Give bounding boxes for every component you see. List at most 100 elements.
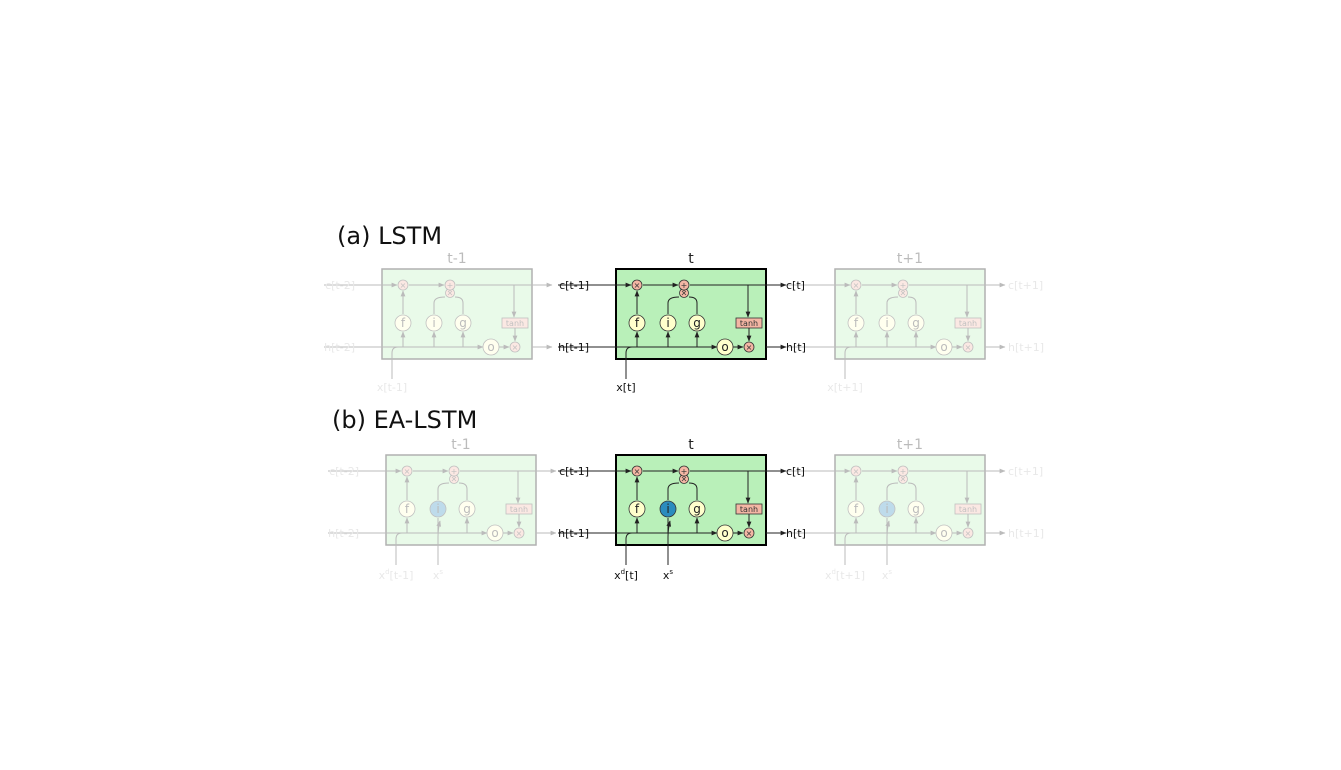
multiply-symbol: × xyxy=(900,475,907,484)
connector xyxy=(458,482,468,500)
connector xyxy=(688,482,698,500)
input-static-label: xs xyxy=(882,568,893,582)
cell-ea-t: t×tanh× +×f i goc[t-1]h[t-1]c[t]h[t]xd[t] xs xyxy=(558,437,806,582)
forget-gate xyxy=(628,500,646,518)
connector xyxy=(667,296,680,314)
cell-input-gate-label: g xyxy=(459,316,467,330)
hidden-state-out-label: h[t+1] xyxy=(1008,341,1044,354)
step-label: t-1 xyxy=(451,437,470,453)
connector xyxy=(886,296,899,314)
multiply-symbol: × xyxy=(681,475,688,484)
output-multiply-op xyxy=(743,341,755,353)
connector xyxy=(454,296,464,314)
hidden-state-in-label: h[t-2] xyxy=(328,527,359,540)
output-gate xyxy=(935,524,953,542)
output-multiply-op xyxy=(509,341,521,353)
cell-ea-t-1: t-1×tanh× +×f i goc[t-2]h[t-2]xd[t-1] xs xyxy=(328,437,557,582)
input-x-label: x[t+1] xyxy=(827,381,863,394)
multiply-symbol: × xyxy=(965,529,972,538)
input-gate xyxy=(425,314,443,332)
tanh-label: tanh xyxy=(740,319,758,328)
input-gate-label: i xyxy=(885,502,888,516)
cell-lstm-t-1: t-1×tanh× +×f i goc[t-2]h[t-2]x[t-1] xyxy=(324,251,553,394)
hidden-state-out-label: h[t] xyxy=(786,341,806,354)
multiply-symbol: × xyxy=(400,281,407,290)
forget-multiply-op xyxy=(631,465,643,477)
add-symbol: + xyxy=(451,467,458,476)
multiply-symbol: × xyxy=(404,467,411,476)
connector xyxy=(391,346,399,379)
add-op xyxy=(448,465,460,477)
cell-input-gate xyxy=(688,500,706,518)
cell-input-gate xyxy=(907,500,925,518)
forget-multiply-op xyxy=(401,465,413,477)
output-gate-label: o xyxy=(940,340,947,354)
forget-gate xyxy=(847,500,865,518)
forget-gate xyxy=(847,314,865,332)
input-gate xyxy=(659,500,677,518)
step-label: t+1 xyxy=(897,437,923,453)
connector xyxy=(437,482,450,500)
cell-box xyxy=(385,454,537,546)
connector xyxy=(885,520,891,565)
hidden-state-out-label: h[t] xyxy=(786,527,806,540)
input-dynamic-label: xd[t+1] xyxy=(825,568,865,582)
connector xyxy=(844,346,852,379)
multiply-symbol: × xyxy=(451,475,458,484)
multiply-symbol: × xyxy=(512,343,519,352)
tanh-label: tanh xyxy=(740,505,758,514)
input-gate-label: i xyxy=(666,316,669,330)
panel-title-ea-lstm: (b) EA-LSTM xyxy=(332,406,477,434)
forget-gate-label: f xyxy=(635,502,640,516)
forget-gate-label: f xyxy=(401,316,406,330)
cell-input-gate xyxy=(454,314,472,332)
cell-input-gate-label: g xyxy=(912,502,920,516)
hidden-state-out-label: h[t+1] xyxy=(1008,527,1044,540)
input-gate xyxy=(429,500,447,518)
input-x-label: x[t] xyxy=(616,381,635,394)
connector xyxy=(666,520,672,565)
forget-multiply-op xyxy=(631,279,643,291)
cell-state-in-label: c[t-1] xyxy=(559,465,589,478)
multiply-symbol: × xyxy=(634,281,641,290)
input-gate-label: i xyxy=(666,502,669,516)
add-symbol: + xyxy=(681,467,688,476)
cell-state-out-label: c[t+1] xyxy=(1008,465,1043,478)
cell-input-gate-label: g xyxy=(693,316,701,330)
multiply-symbol: × xyxy=(853,281,860,290)
connector xyxy=(907,482,917,500)
cell-input-gate xyxy=(688,314,706,332)
step-label: t+1 xyxy=(897,251,923,267)
input-gate xyxy=(659,314,677,332)
connector xyxy=(395,532,403,565)
input-static-label: xs xyxy=(433,568,444,582)
cell-state-out-label: c[t] xyxy=(786,465,805,478)
connector xyxy=(688,296,698,314)
cell-lstm-t: t×tanh× +×f i goc[t-1]h[t-1]c[t]h[t]x[t] xyxy=(558,251,806,394)
cell-input-gate xyxy=(907,314,925,332)
input-gate-label: i xyxy=(432,316,435,330)
cell-input-gate-label: g xyxy=(463,502,471,516)
output-multiply-op xyxy=(743,527,755,539)
add-op xyxy=(678,279,690,291)
output-gate xyxy=(935,338,953,356)
cell-state-in-label: c[t-1] xyxy=(559,279,589,292)
cell-input-gate xyxy=(458,500,476,518)
multiply-symbol: × xyxy=(634,467,641,476)
multiply-symbol: × xyxy=(746,529,753,538)
output-gate-label: o xyxy=(721,526,728,540)
tanh-box xyxy=(954,503,982,515)
cell-lstm-t+1: t+1×tanh× +×f i goc[t+1]h[t+1]x[t+1] xyxy=(777,251,1044,394)
forget-multiply-op xyxy=(850,279,862,291)
forget-gate-label: f xyxy=(854,316,859,330)
add-symbol: + xyxy=(447,281,454,290)
forget-gate xyxy=(394,314,412,332)
cell-ea-t+1: t+1×tanh× +×f i goc[t+1]h[t+1]xd[t+1] xs xyxy=(777,437,1044,582)
hidden-state-in-label: h[t-1] xyxy=(558,527,589,540)
step-label: t xyxy=(688,437,694,453)
cell-input-gate-label: g xyxy=(912,316,920,330)
tanh-label: tanh xyxy=(506,319,524,328)
cell-input-gate-label: g xyxy=(693,502,701,516)
cell-state-in-label: c[t-2] xyxy=(325,279,355,292)
cell-box xyxy=(834,268,986,360)
